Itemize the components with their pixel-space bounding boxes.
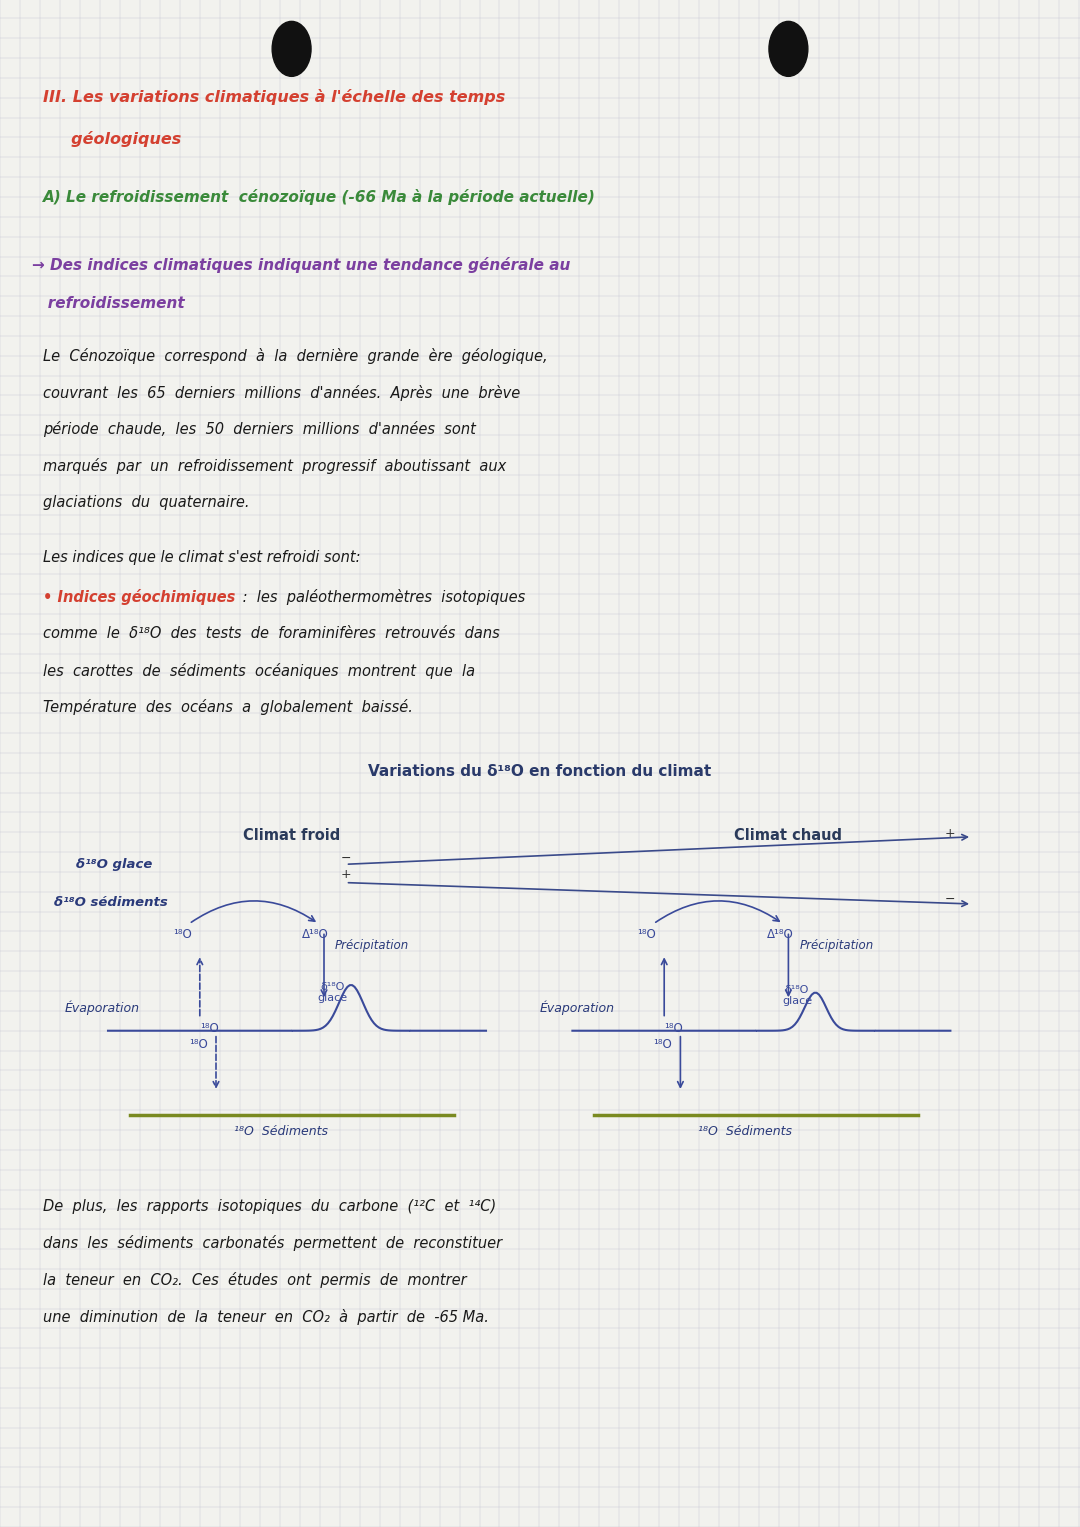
Text: Variations du δ¹⁸O en fonction du climat: Variations du δ¹⁸O en fonction du climat (368, 764, 712, 779)
Text: Climat chaud: Climat chaud (734, 828, 842, 843)
Text: Δ¹⁸O: Δ¹⁸O (767, 928, 794, 942)
Text: Évaporation: Évaporation (65, 1000, 139, 1014)
Text: ¹⁸O  Sédiments: ¹⁸O Sédiments (698, 1125, 793, 1139)
Text: couvrant  les  65  derniers  millions  d'années.  Après  une  brève: couvrant les 65 derniers millions d'anné… (43, 385, 521, 400)
Text: Évaporation: Évaporation (540, 1000, 615, 1014)
Text: ¹⁸O: ¹⁸O (200, 1022, 218, 1035)
Text: → Des indices climatiques indiquant une tendance générale au: → Des indices climatiques indiquant une … (32, 257, 570, 272)
Text: −: − (340, 852, 351, 864)
Circle shape (769, 21, 808, 76)
Text: +: + (945, 828, 956, 840)
Text: dans  les  sédiments  carbonatés  permettent  de  reconstituer: dans les sédiments carbonatés permettent… (43, 1235, 502, 1251)
Text: Précipitation: Précipitation (799, 939, 874, 953)
Text: δ¹⁸O
glace: δ¹⁸O glace (782, 985, 812, 1006)
Text: une  diminution  de  la  teneur  en  CO₂  à  partir  de  -65 Ma.: une diminution de la teneur en CO₂ à par… (43, 1309, 489, 1324)
Text: ¹⁸O  Sédiments: ¹⁸O Sédiments (233, 1125, 328, 1139)
Text: Δ¹⁸O: Δ¹⁸O (302, 928, 329, 942)
Text: δ¹⁸O
glace: δ¹⁸O glace (318, 982, 348, 1003)
Text: comme  le  δ¹⁸O  des  tests  de  foraminifères  retrouvés  dans: comme le δ¹⁸O des tests de foraminifères… (43, 626, 500, 641)
Text: :  les  paléothermomètres  isotopiques: : les paléothermomètres isotopiques (238, 589, 525, 605)
Text: Température  des  océans  a  globalement  baissé.: Température des océans a globalement bai… (43, 699, 413, 715)
Text: ¹⁸O: ¹⁸O (189, 1038, 207, 1052)
Text: ¹⁸O: ¹⁸O (637, 928, 656, 942)
Text: la  teneur  en  CO₂.  Ces  études  ont  permis  de  montrer: la teneur en CO₂. Ces études ont permis … (43, 1272, 467, 1287)
Text: δ¹⁸O glace: δ¹⁸O glace (76, 858, 152, 872)
Text: période  chaude,  les  50  derniers  millions  d'années  sont: période chaude, les 50 derniers millions… (43, 421, 476, 437)
Text: glaciations  du  quaternaire.: glaciations du quaternaire. (43, 495, 249, 510)
Text: ¹⁸O: ¹⁸O (664, 1022, 683, 1035)
Text: géologiques: géologiques (43, 131, 181, 147)
Text: les  carottes  de  sédiments  océaniques  montrent  que  la: les carottes de sédiments océaniques mon… (43, 663, 475, 678)
Text: Climat froid: Climat froid (243, 828, 340, 843)
Text: • Indices géochimiques: • Indices géochimiques (43, 589, 235, 605)
Text: ¹⁸O: ¹⁸O (653, 1038, 672, 1052)
Text: refroidissement: refroidissement (32, 296, 185, 312)
Text: Le  Cénozoïque  correspond  à  la  dernière  grande  ère  géologique,: Le Cénozoïque correspond à la dernière g… (43, 348, 548, 363)
Text: III. Les variations climatiques à l'échelle des temps: III. Les variations climatiques à l'éche… (43, 89, 505, 104)
Text: A) Le refroidissement  cénozoïque (-66 Ma à la période actuelle): A) Le refroidissement cénozoïque (-66 Ma… (43, 189, 596, 205)
Text: De  plus,  les  rapports  isotopiques  du  carbone  (¹²C  et  ¹⁴C): De plus, les rapports isotopiques du car… (43, 1199, 497, 1214)
Text: ¹⁸O: ¹⁸O (173, 928, 191, 942)
Text: δ¹⁸O sédiments: δ¹⁸O sédiments (54, 896, 167, 910)
Text: +: + (340, 869, 351, 881)
Text: marqués  par  un  refroidissement  progressif  aboutissant  aux: marqués par un refroidissement progressi… (43, 458, 507, 473)
Text: −: − (945, 893, 956, 906)
Text: Précipitation: Précipitation (335, 939, 409, 953)
Circle shape (272, 21, 311, 76)
Text: Les indices que le climat s'est refroidi sont:: Les indices que le climat s'est refroidi… (43, 550, 361, 565)
